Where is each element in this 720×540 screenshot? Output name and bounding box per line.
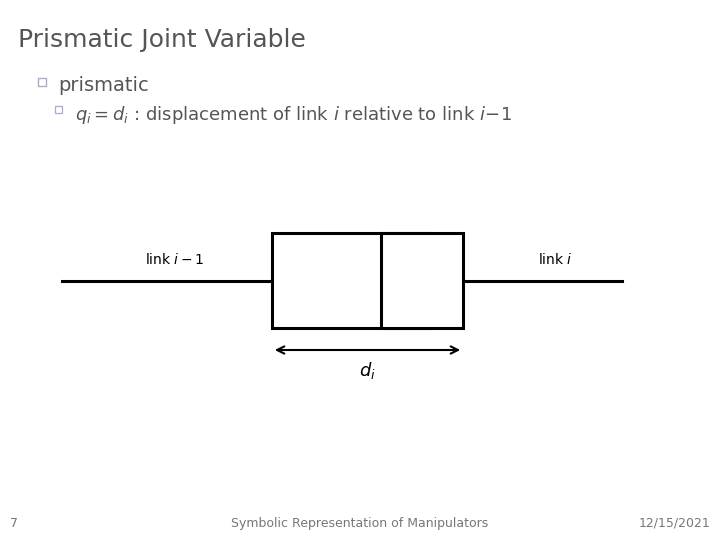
Bar <box>381 233 463 328</box>
Text: $d_i$: $d_i$ <box>359 360 376 381</box>
Text: Symbolic Representation of Manipulators: Symbolic Representation of Manipulators <box>231 517 489 530</box>
Text: link $i$: link $i$ <box>538 252 572 267</box>
Text: Prismatic Joint Variable: Prismatic Joint Variable <box>18 28 306 52</box>
Text: prismatic: prismatic <box>58 76 149 95</box>
Text: link $i-1$: link $i-1$ <box>145 252 204 267</box>
Text: $q_i = d_i$ : displacement of link $i$ relative to link $i\!-\!1$: $q_i = d_i$ : displacement of link $i$ r… <box>75 104 512 126</box>
Bar <box>38 78 46 86</box>
Text: 12/15/2021: 12/15/2021 <box>638 517 710 530</box>
Text: 7: 7 <box>10 517 18 530</box>
Bar <box>272 233 430 328</box>
Bar <box>55 106 62 113</box>
